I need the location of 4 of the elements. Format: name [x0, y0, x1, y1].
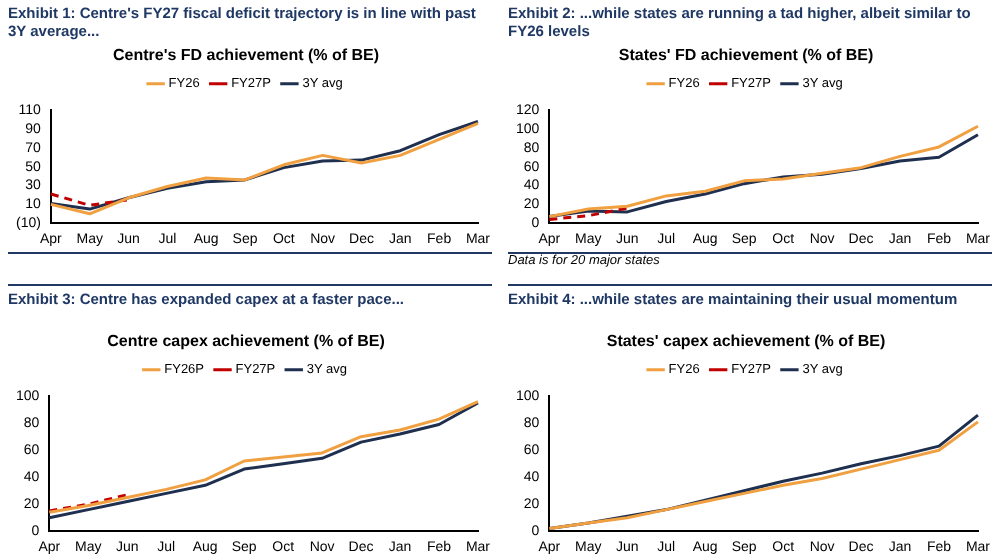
chart-subtitle: States' capex achievement (% of BE)	[606, 332, 886, 351]
chart-subtitle: States' FD achievement (% of BE)	[618, 46, 874, 65]
chart-subtitle: Centre capex achievement (% of BE)	[107, 332, 386, 351]
chart-subtitle: Centre's FD achievement (% of BE)	[112, 46, 380, 65]
